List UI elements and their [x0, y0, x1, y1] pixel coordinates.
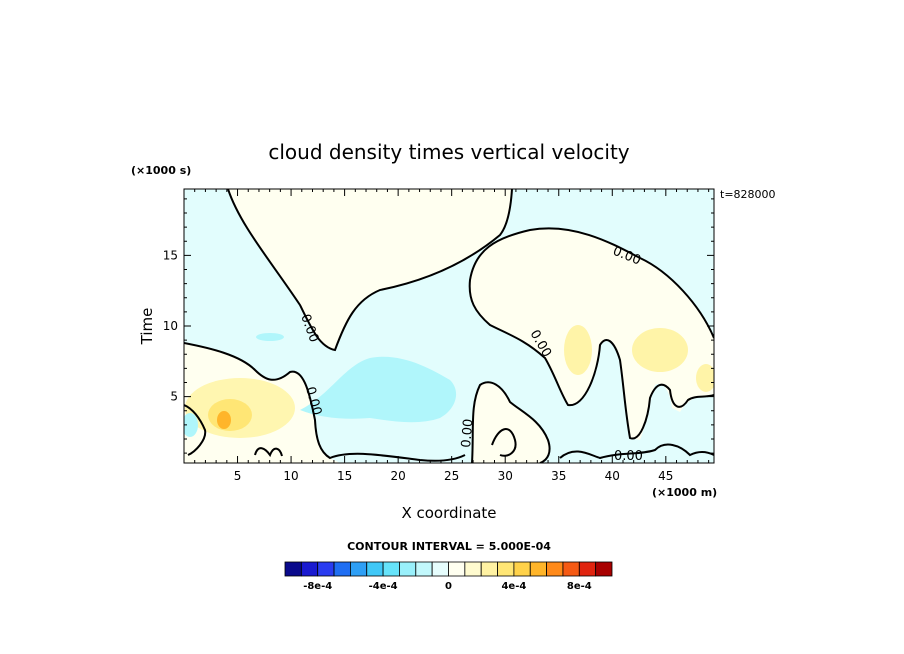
- y-axis-label: Time: [138, 308, 156, 346]
- colorbar-swatch: [464, 561, 482, 577]
- positive-blob-3: [564, 325, 592, 375]
- contour-right: [468, 227, 714, 440]
- x-axis-ticks: 5 10 15 20 25 30 35 40 45: [194, 189, 710, 483]
- contour-lower-left: [184, 342, 466, 462]
- plot-area: 0.00 0.00 0.00 0.00 0.00 0.00: [184, 189, 714, 464]
- contour-label-6: 0.00: [614, 449, 643, 464]
- x-tick-label: 15: [337, 469, 352, 483]
- x-tick-label: 30: [498, 469, 513, 483]
- chart-title: cloud density times vertical velocity: [268, 140, 629, 164]
- colorbar: -8e-4 -4e-4 0 4e-4 8e-4: [284, 561, 613, 592]
- positive-region-lower-center: [472, 382, 550, 463]
- colorbar-tick-label: 4e-4: [501, 581, 526, 592]
- x-tick-label: 10: [283, 469, 298, 483]
- positive-region-right: [469, 228, 714, 440]
- x-axis-label: X coordinate: [401, 504, 496, 522]
- negative-blob-3: [184, 413, 198, 437]
- negative-blob-2: [256, 333, 284, 341]
- colorbar-swatch: [578, 561, 597, 577]
- x-tick-label: 45: [658, 469, 673, 483]
- colorbar-tick-label: -4e-4: [369, 581, 398, 592]
- contour-upper-left: [227, 189, 513, 352]
- positive-blob-2: [208, 399, 252, 431]
- colorbar-swatch: [431, 561, 449, 577]
- colorbar-swatch: [513, 561, 531, 577]
- colorbar-swatch: [399, 561, 417, 577]
- x-tick-label: 5: [234, 469, 242, 483]
- contour-bottom-wiggle-3: [491, 428, 517, 457]
- contour-label-5: 0.00: [459, 418, 476, 448]
- colorbar-swatch: [562, 561, 580, 577]
- colorbar-swatch: [448, 561, 466, 577]
- colorbar-swatch: [382, 561, 400, 577]
- time-stamp: t=828000: [720, 188, 776, 201]
- x-tick-label: 40: [605, 469, 620, 483]
- colorbar-tick-label: 0: [445, 581, 452, 592]
- y-units-label: (×1000 s): [131, 164, 191, 177]
- contour-interval-note: CONTOUR INTERVAL = 5.000E-04: [347, 540, 551, 553]
- colorbar-swatch: [300, 561, 319, 577]
- colorbar-swatch: [317, 561, 335, 577]
- contour-left-edge: [184, 404, 207, 456]
- zero-contours: [184, 189, 714, 463]
- negative-region-center: [300, 356, 457, 423]
- colorbar-swatch: [333, 561, 351, 577]
- colorbar-swatch: [546, 561, 564, 577]
- positive-max: [217, 411, 231, 429]
- colorbar-swatch: [415, 561, 433, 577]
- positive-blob-4: [632, 328, 688, 372]
- y-tick-label: 10: [163, 319, 178, 333]
- colorbar-swatch: [529, 561, 548, 577]
- y-tick-label: 15: [163, 248, 178, 262]
- colorbar-swatch: [480, 561, 498, 577]
- positive-region-upper-left: [228, 189, 512, 350]
- colorbar-swatch: [497, 561, 515, 577]
- colorbar-swatch: [284, 561, 302, 577]
- x-tick-label: 35: [551, 469, 566, 483]
- colorbar-swatch: [595, 561, 613, 577]
- y-tick-label: 5: [170, 390, 178, 404]
- contour-lower-center: [471, 381, 551, 463]
- x-tick-label: 20: [391, 469, 406, 483]
- colorbar-swatch: [366, 561, 384, 577]
- x-units-label: (×1000 m): [652, 486, 717, 499]
- colorbar-swatch: [349, 561, 368, 577]
- contour-bottom-wiggle-1: [254, 447, 283, 458]
- positive-blob-5: [696, 364, 714, 392]
- colorbar-tick-label: -8e-4: [303, 581, 332, 592]
- contour-bottom-wiggle-2: [559, 443, 714, 460]
- x-tick-label: 25: [444, 469, 459, 483]
- contour-label-4: 0.00: [302, 385, 324, 417]
- y-axis-ticks: 5 10 15: [163, 198, 714, 454]
- colorbar-tick-label: 8e-4: [567, 581, 592, 592]
